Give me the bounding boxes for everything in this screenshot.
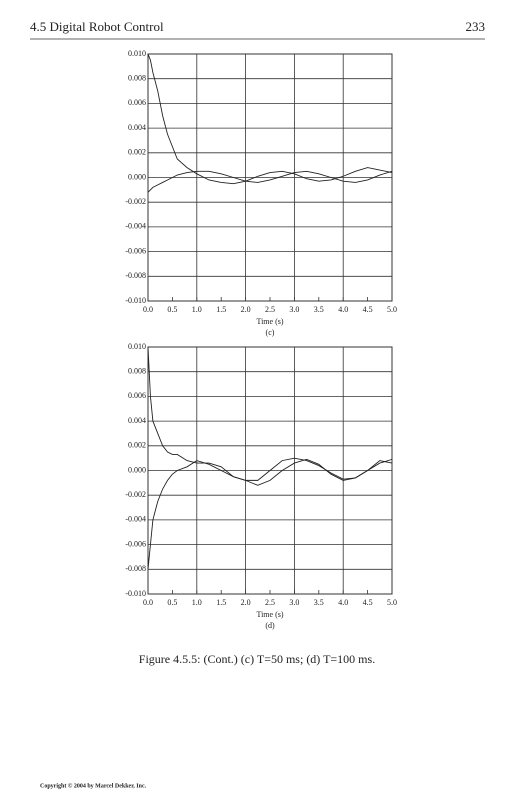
y-tick-label: 0.004 [128,123,146,132]
x-tick-label: 2.0 [241,305,251,314]
x-tick-label: 1.0 [192,305,202,314]
y-tick-label: -0.008 [125,271,146,280]
x-tick-label: 3.5 [314,598,324,607]
y-tick-label: 0.004 [128,416,146,425]
copyright: Copyright © 2004 by Marcel Dekker, Inc. [40,782,147,789]
y-tick-label: -0.010 [125,296,146,305]
x-axis-label: Time (s) [256,317,283,326]
subfigure-label: (d) [265,621,275,630]
y-tick-label: -0.010 [125,589,146,598]
x-tick-label: 4.0 [338,305,348,314]
x-tick-label: 3.5 [314,305,324,314]
y-tick-label: 0.000 [128,172,146,181]
x-tick-label: 1.5 [216,598,226,607]
x-tick-label: 5.0 [387,598,397,607]
x-tick-label: 5.0 [387,305,397,314]
y-tick-label: -0.006 [125,539,146,548]
x-tick-label: 2.0 [241,598,251,607]
y-tick-label: 0.006 [128,98,146,107]
x-tick-label: 1.5 [216,305,226,314]
data-line [147,170,393,193]
x-tick-label: 4.5 [363,305,373,314]
x-tick-label: 0.5 [167,305,177,314]
y-tick-label: -0.002 [125,197,146,206]
y-tick-label: 0.002 [128,148,146,157]
y-tick-label: 0.002 [128,441,146,450]
y-tick-label: -0.006 [125,246,146,255]
x-axis-label: Time (s) [256,610,283,619]
x-tick-label: 2.5 [265,598,275,607]
x-tick-label: 3.0 [289,598,299,607]
data-line [147,458,393,570]
page-number: 233 [466,19,486,34]
x-tick-label: 1.0 [192,598,202,607]
y-tick-label: -0.004 [125,222,146,231]
y-tick-label: 0.006 [128,391,146,400]
y-tick-label: 0.008 [128,367,146,376]
plot-frame [147,346,393,595]
y-tick-label: -0.002 [125,490,146,499]
y-tick-label: -0.004 [125,515,146,524]
y-tick-label: 0.010 [128,49,146,58]
x-tick-label: 0.0 [143,305,153,314]
x-tick-label: 0.0 [143,598,153,607]
y-tick-label: 0.010 [128,342,146,351]
x-tick-label: 4.5 [363,598,373,607]
x-tick-label: 2.5 [265,305,275,314]
y-tick-label: 0.008 [128,74,146,83]
x-tick-label: 3.0 [289,305,299,314]
y-tick-label: 0.000 [128,465,146,474]
subfigure-label: (c) [266,328,275,337]
data-line [147,53,393,185]
figure-caption: Figure 4.5.5: (Cont.) (c) T=50 ms; (d) T… [139,652,375,666]
x-tick-label: 0.5 [167,598,177,607]
plot-frame [147,53,393,302]
y-tick-label: -0.008 [125,564,146,573]
x-tick-label: 4.0 [338,598,348,607]
running-head: 4.5 Digital Robot Control [30,19,164,34]
